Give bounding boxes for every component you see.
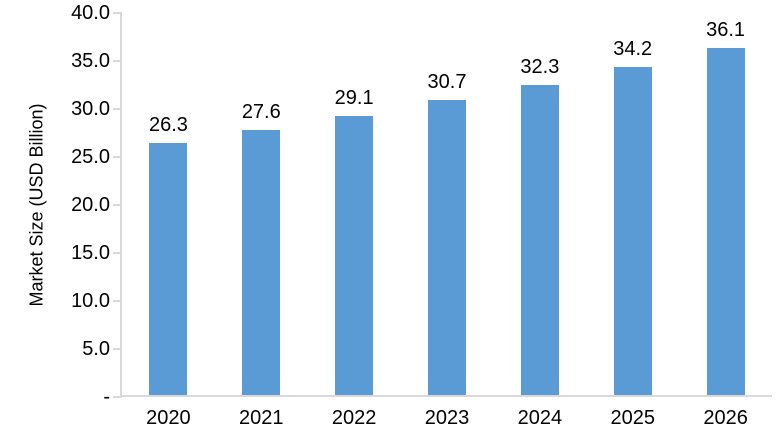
bar-value-label: 29.1 bbox=[334, 86, 374, 109]
bar-2025 bbox=[613, 66, 652, 395]
bar-slot: 26.3 bbox=[122, 13, 215, 395]
x-tick-label: 2022 bbox=[331, 407, 377, 429]
bar-value-label: 36.1 bbox=[706, 19, 746, 42]
x-tick-label: 2020 bbox=[146, 407, 191, 429]
y-tick-mark bbox=[113, 396, 122, 398]
bar-2020 bbox=[149, 142, 188, 395]
bars-container: 26.3 27.6 29.1 30.7 32.3 34.2 36.1 bbox=[122, 13, 772, 395]
y-tick-mark bbox=[113, 300, 122, 302]
x-tick-label: 2026 bbox=[703, 407, 748, 429]
bar-2024 bbox=[520, 84, 559, 395]
y-tick-label: 10.0 bbox=[71, 290, 110, 312]
bar-slot: 29.1 bbox=[308, 13, 401, 395]
x-tick-label: 2023 bbox=[424, 407, 470, 429]
y-tick-mark bbox=[113, 12, 122, 14]
y-tick-mark bbox=[113, 156, 122, 158]
bar-2021 bbox=[242, 130, 281, 395]
y-tick-mark bbox=[113, 348, 122, 350]
x-tick-label: 2021 bbox=[239, 407, 284, 429]
bar-slot: 34.2 bbox=[586, 13, 679, 395]
bar-value-label: 26.3 bbox=[148, 113, 188, 136]
bar-value-label: 27.6 bbox=[241, 101, 281, 124]
y-tick-label: 5.0 bbox=[82, 338, 110, 360]
x-axis-labels: 2020 2021 2022 2023 2024 2025 2026 bbox=[122, 406, 772, 430]
y-tick-mark bbox=[113, 60, 122, 62]
y-tick-label: - bbox=[103, 386, 110, 408]
y-tick-label: 30.0 bbox=[71, 98, 110, 120]
bar-2023 bbox=[428, 100, 466, 395]
y-tick-label: 40.0 bbox=[71, 2, 110, 24]
y-tick-label: 20.0 bbox=[71, 194, 110, 216]
bar-slot: 27.6 bbox=[215, 13, 308, 395]
y-tick-label: 25.0 bbox=[71, 146, 110, 168]
bar-2022 bbox=[335, 115, 374, 395]
y-tick-label: 35.0 bbox=[71, 50, 110, 72]
bar-slot: 36.1 bbox=[679, 13, 772, 395]
bar-slot: 32.3 bbox=[493, 13, 586, 395]
y-tick-mark bbox=[113, 252, 122, 254]
bar-value-label: 30.7 bbox=[427, 71, 467, 94]
y-tick-mark bbox=[113, 204, 122, 206]
bar-2026 bbox=[706, 48, 745, 395]
x-tick-label: 2024 bbox=[517, 407, 563, 429]
bar-value-label: 32.3 bbox=[520, 55, 560, 78]
y-tick-label: 15.0 bbox=[71, 242, 110, 264]
bar-value-label: 34.2 bbox=[613, 37, 653, 60]
plot-area: 26.3 27.6 29.1 30.7 32.3 34.2 36.1 bbox=[120, 13, 772, 397]
x-tick-label: 2025 bbox=[610, 407, 655, 429]
y-tick-mark bbox=[113, 108, 122, 110]
bar-slot: 30.7 bbox=[401, 13, 494, 395]
